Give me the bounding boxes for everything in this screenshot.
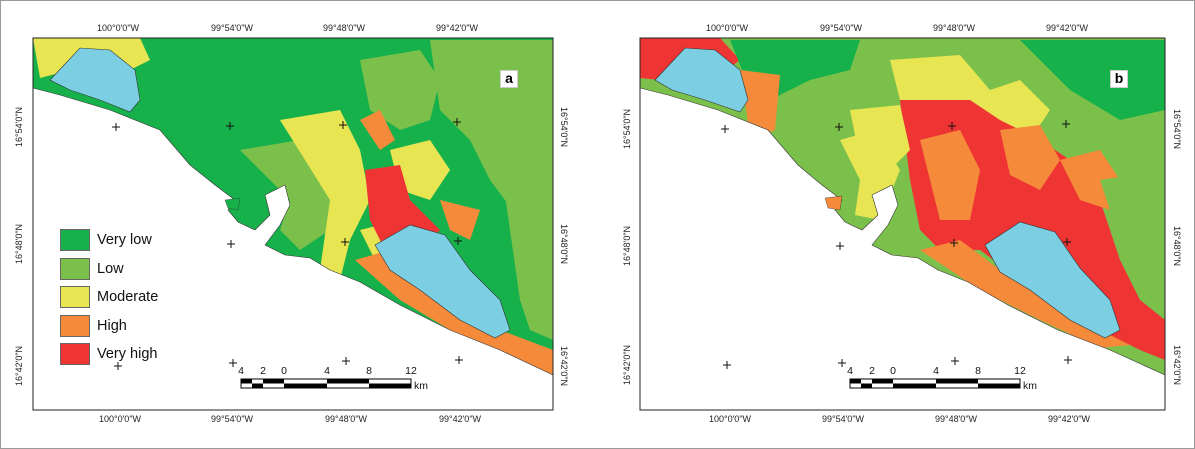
legend-label: Low: [97, 260, 124, 277]
left-label-b-1: 16°54'0"N: [622, 109, 632, 149]
right-label-b-1: 16°54'0"N: [1172, 109, 1182, 149]
low-zone: [1100, 170, 1165, 290]
high-zone: [920, 130, 980, 220]
map-border-a: [32, 37, 554, 411]
bottom-label-a-1: 100°0'0"W: [99, 414, 142, 424]
top-label-b-2: 99°54'0"W: [820, 23, 863, 33]
left-label-a-1: 16°54'0"N: [14, 107, 24, 147]
legend-swatch: [60, 286, 90, 309]
legend-label: Very low: [97, 232, 152, 249]
low-zone: [500, 150, 553, 340]
top-label-a-4: 99°42'0"W: [436, 23, 479, 33]
scale-tick: 2: [869, 365, 875, 377]
legend-label: High: [97, 317, 127, 334]
bottom-label-b-2: 99°54'0"W: [822, 414, 865, 424]
lagoon-west: [49, 47, 141, 113]
legend-item-very-high: Very high: [60, 340, 190, 369]
left-label-b-2: 16°48'0"N: [622, 226, 632, 266]
bottom-label-b-4: 99°42'0"W: [1048, 414, 1091, 424]
right-label-b-2: 16°48'0"N: [1172, 226, 1182, 266]
top-label-a-1: 100°0'0"W: [97, 23, 140, 33]
lagoon-east: [374, 224, 511, 339]
top-label-b-3: 99°48'0"W: [933, 23, 976, 33]
legend-item-high: High: [60, 312, 190, 341]
map-border-b: [639, 37, 1166, 411]
legend-item-very-low: Very low: [60, 226, 190, 255]
legend-item-low: Low: [60, 255, 190, 284]
grid-crosses-b: [721, 120, 1072, 369]
legend-swatch: [60, 314, 90, 337]
right-label-a-2: 16°48'0"N: [559, 224, 569, 264]
map-panel-a: 100°0'0"W 99°54'0"W 99°48'0"W 99°42'0"W …: [14, 23, 569, 424]
scale-bar-a: 4 2 0 4 8 12 km: [238, 365, 428, 392]
high-zone: [1000, 125, 1060, 190]
bottom-label-a-4: 99°42'0"W: [439, 414, 482, 424]
scale-tick: 2: [260, 365, 266, 377]
scale-tick: 0: [281, 365, 287, 377]
bottom-label-a-3: 99°48'0"W: [325, 414, 368, 424]
scale-unit: km: [414, 380, 428, 392]
top-label-a-2: 99°54'0"W: [211, 23, 254, 33]
legend-label: Very high: [97, 346, 158, 363]
legend-swatch: [60, 229, 90, 252]
scale-tick: 12: [1014, 365, 1026, 377]
moderate-zone: [890, 55, 1050, 140]
top-label-b-1: 100°0'0"W: [706, 23, 749, 33]
scale-tick: 4: [933, 365, 939, 377]
lagoon-east: [984, 221, 1121, 339]
map-panel-b: 100°0'0"W 99°54'0"W 99°48'0"W 99°42'0"W …: [622, 23, 1182, 424]
sea: [33, 87, 553, 410]
bottom-label-b-1: 100°0'0"W: [709, 414, 752, 424]
right-label-b-3: 16°42'0"N: [1172, 345, 1182, 385]
scale-tick: 8: [975, 365, 981, 377]
left-label-b-3: 16°42'0"N: [622, 345, 632, 385]
high-zone: [360, 110, 395, 150]
legend-swatch: [60, 257, 90, 280]
scale-tick: 4: [847, 365, 853, 377]
scale-tick: 12: [405, 365, 417, 377]
right-label-a-3: 16°42'0"N: [559, 346, 569, 386]
very-low-zone: [1020, 40, 1165, 120]
bottom-label-a-2: 99°54'0"W: [211, 414, 254, 424]
scale-tick: 8: [366, 365, 372, 377]
scale-bar-b: 4 2 0 4 8 12 km: [847, 365, 1037, 392]
right-label-a-1: 16°54'0"N: [559, 107, 569, 147]
scale-unit: km: [1023, 380, 1037, 392]
legend-item-moderate: Moderate: [60, 283, 190, 312]
legend: Very low Low Moderate High Very high: [60, 226, 190, 369]
left-label-a-2: 16°48'0"N: [14, 224, 24, 264]
left-label-a-3: 16°42'0"N: [14, 346, 24, 386]
lagoon-west: [654, 47, 749, 113]
scale-tick: 4: [324, 365, 330, 377]
top-label-b-4: 99°42'0"W: [1046, 23, 1089, 33]
panel-tag-b: b: [1110, 70, 1128, 88]
legend-label: Moderate: [97, 289, 159, 306]
top-label-a-3: 99°48'0"W: [323, 23, 366, 33]
sea: [640, 87, 1165, 410]
legend-swatch: [60, 343, 90, 366]
scale-tick: 0: [890, 365, 896, 377]
scale-tick: 4: [238, 365, 244, 377]
panel-tag-a: a: [500, 70, 518, 88]
grid-crosses-a: [112, 118, 463, 370]
high-zone: [440, 200, 480, 240]
bottom-label-b-3: 99°48'0"W: [935, 414, 978, 424]
moderate-zone: [280, 110, 370, 280]
